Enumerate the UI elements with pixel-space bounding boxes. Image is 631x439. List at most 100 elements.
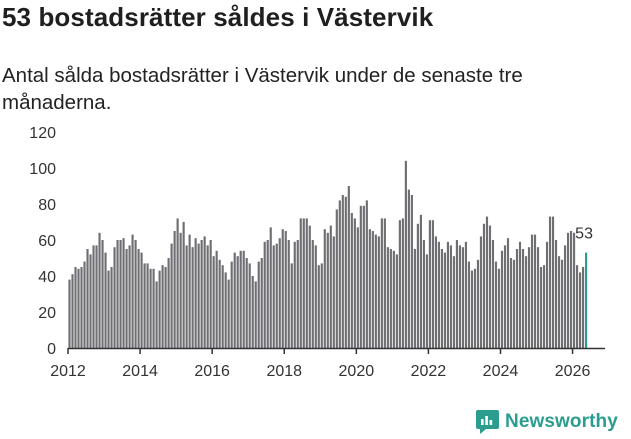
bar (434, 236, 437, 348)
bar (464, 241, 468, 348)
bar (413, 249, 416, 348)
bar (401, 218, 404, 348)
bar (350, 213, 353, 348)
bar (188, 234, 191, 348)
bar (497, 268, 501, 348)
bar (128, 245, 131, 348)
bar (155, 281, 158, 348)
bar (332, 236, 335, 348)
bar-chart: 0 20 40 60 80 100 120 53 2012 2014 2016 2018 2020 202… (29, 125, 605, 380)
bar (533, 234, 537, 348)
bar (233, 252, 236, 348)
bar (308, 225, 311, 348)
bar (344, 196, 347, 348)
bar (398, 220, 401, 348)
bar (95, 245, 98, 348)
bar (299, 218, 302, 348)
bar (173, 231, 176, 348)
bar (359, 205, 362, 348)
bar (248, 263, 251, 348)
bar (407, 189, 410, 348)
bar (458, 245, 462, 348)
bar (263, 241, 266, 348)
bar (335, 209, 338, 348)
y-tick-label: 20 (38, 305, 56, 322)
bar (374, 234, 377, 348)
bar (485, 216, 489, 348)
bar (482, 223, 486, 348)
bar (215, 250, 218, 348)
bar (260, 258, 263, 348)
bar (524, 256, 528, 348)
bar (338, 200, 341, 348)
bar (284, 231, 287, 348)
bar (419, 214, 422, 348)
data-label: 53 (575, 226, 593, 243)
x-tick-label: 2014 (122, 363, 158, 380)
bar (122, 238, 125, 348)
newsworthy-logo-icon (476, 410, 499, 434)
bar (512, 259, 516, 348)
bar (476, 259, 480, 348)
chart-subtitle: Antal sålda bostadsrätter i Västervik un… (2, 64, 523, 114)
bar (443, 252, 446, 348)
bar (200, 240, 203, 348)
x-tick-label: 2022 (411, 363, 447, 380)
bar (149, 268, 152, 348)
bar (227, 279, 230, 348)
bar (470, 270, 474, 348)
bar (425, 254, 428, 348)
bar (380, 218, 383, 348)
bar (422, 240, 425, 348)
bar (539, 267, 543, 348)
bar (386, 247, 389, 348)
bar (131, 234, 134, 348)
bar (185, 245, 188, 348)
bar (302, 218, 305, 348)
bar (527, 247, 531, 348)
bar (176, 218, 179, 348)
bar (452, 256, 456, 348)
bar (191, 247, 194, 348)
bar (368, 229, 371, 348)
bar (548, 216, 552, 348)
bar (551, 216, 555, 348)
bar (509, 258, 513, 348)
bar (242, 250, 245, 348)
bar (113, 247, 116, 348)
bar (212, 256, 215, 348)
bar (254, 281, 257, 348)
bar (152, 268, 155, 348)
bar (569, 231, 573, 348)
bar (446, 241, 449, 348)
bar (467, 261, 471, 348)
bar (320, 263, 323, 348)
bar (197, 243, 200, 348)
bar (194, 238, 197, 348)
bar (518, 241, 522, 348)
bar (461, 247, 465, 348)
bar (572, 232, 576, 348)
bar (575, 265, 579, 348)
bar (251, 276, 254, 348)
brand-name: Newsworthy (505, 411, 618, 432)
bar (209, 240, 212, 348)
y-tick-label: 0 (47, 341, 56, 358)
bar (371, 231, 374, 348)
bar (536, 247, 540, 348)
bar (224, 272, 227, 348)
bar (275, 243, 278, 348)
bar (311, 240, 314, 348)
y-tick-label: 40 (38, 269, 56, 286)
x-tick-label: 2024 (483, 363, 519, 380)
bar (563, 245, 567, 348)
bar (530, 234, 534, 348)
y-tick-label: 100 (29, 161, 56, 178)
bar (326, 232, 329, 348)
bar (329, 225, 332, 348)
bar (158, 270, 161, 348)
bar (341, 195, 344, 348)
x-tick-label: 2012 (50, 363, 86, 380)
bar (107, 270, 110, 348)
bar (521, 249, 525, 348)
